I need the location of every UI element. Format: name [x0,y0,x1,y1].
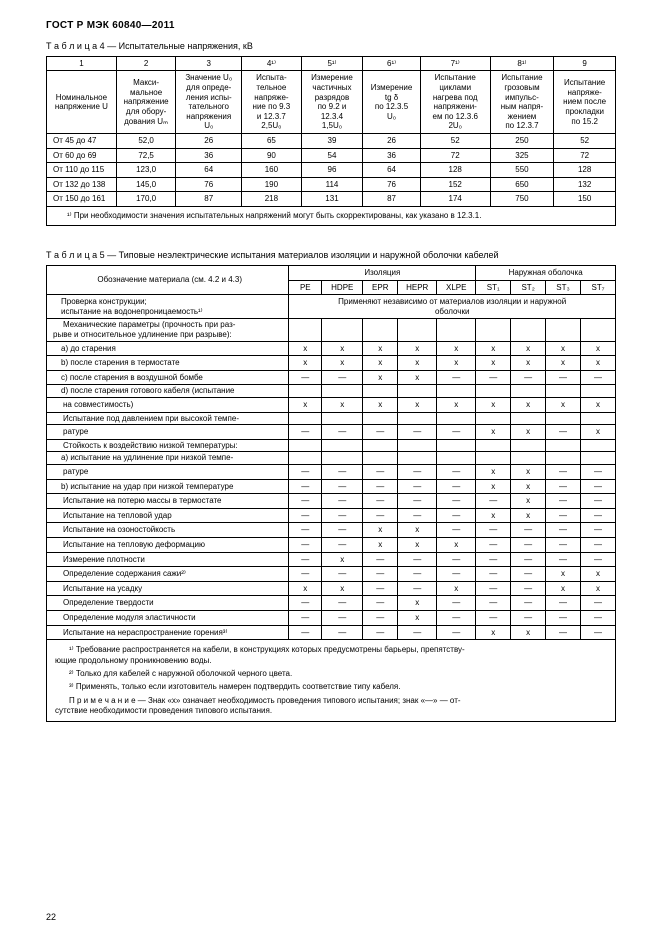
table-row: b) после старения в термостатеxxxxxxxxx [47,356,616,371]
table-row: Испытание под давлением при высокой темп… [47,412,616,425]
t4-row-headers: Номинальное напряжение U Макси- мальное … [47,71,616,134]
table-row: Испытание на тепловой удар—————xx—— [47,508,616,523]
table-row: Стойкость к воздействию низкой температу… [47,439,616,452]
t5-sectA-value: Применяют независимо от материалов изоля… [289,295,616,319]
table-row: ратуре—————xx—— [47,465,616,480]
t5-group-sheath: Наружная оболочка [476,266,616,281]
table-row: c) после старения в воздушной бомбе——xx—… [47,370,616,385]
t5-lefthead: Обозначение материала (см. 4.2 и 4.3) [47,266,289,295]
t5-col: ST₂ [511,280,546,295]
footnote: ³⁾ Применять, только если изготовитель н… [55,682,607,692]
table5-caption: Т а б л и ц а 5 — Типовые неэлектрически… [46,250,616,261]
table-row: Испытание на потерю массы в термостате——… [47,494,616,509]
t5-sectA-label: Проверка конструкции; испытание на водон… [47,295,289,319]
table4: 1 2 3 4¹⁾ 5¹⁾ 6¹⁾ 7¹⁾ 8¹⁾ 9 Номинальное … [46,56,616,227]
table-row: От 150 до 161170,08721813187174750150 [47,192,616,207]
table-row: ратуре—————xx—x [47,425,616,440]
table5: Обозначение материала (см. 4.2 и 4.3) Из… [46,265,616,722]
table-row: Определение модуля эластичности———x————— [47,610,616,625]
table-row: Испытание на нераспространение горения³⁾… [47,625,616,640]
table-row: От 110 до 115123,0641609664128550128 [47,163,616,178]
table-row: От 45 до 4752,0266539265225052 [47,133,616,148]
t5-col: ST₃ [546,280,581,295]
t4-footnote-row: ¹⁾ При необходимости значения испытатель… [47,206,616,225]
table-row: d) после старения готового кабеля (испыт… [47,385,616,398]
table-row: b) испытание на удар при низкой температ… [47,479,616,494]
t5-col: XLPE [437,280,476,295]
table4-caption: Т а б л и ц а 4 — Испытательные напряжен… [46,41,616,52]
t5-col: HEPR [398,280,437,295]
t5-col: ST₁ [476,280,511,295]
table-row: От 132 до 138145,07619011476152650132 [47,177,616,192]
table-row: Определение содержания сажи²⁾———————xx [47,567,616,582]
table-row: От 60 до 6972,5369054367232572 [47,148,616,163]
table-row: a) до старенияxxxxxxxxx [47,341,616,356]
footnote: П р и м е ч а н и е — Знак «x» означает … [55,696,607,717]
table-row: Определение твердости———x————— [47,596,616,611]
table-row: a) испытание на удлинение при низкой тем… [47,452,616,465]
t4-row-nums: 1 2 3 4¹⁾ 5¹⁾ 6¹⁾ 7¹⁾ 8¹⁾ 9 [47,56,616,71]
doc-header: ГОСТ Р МЭК 60840—2011 [46,20,616,31]
table-row: на совместимость)xxxxxxxxx [47,398,616,413]
table-row: Испытание на озоностойкость——xx————— [47,523,616,538]
t5-footnotes: ¹⁾ Требование распространяется на кабели… [47,640,616,722]
footnote: ¹⁾ Требование распространяется на кабели… [55,645,607,666]
t5-col: PE [289,280,322,295]
t5-col: HDPE [322,280,363,295]
page-number: 22 [46,912,56,922]
t5-group-insulation: Изоляция [289,266,476,281]
t5-col: ST₇ [581,280,616,295]
t5-col: EPR [363,280,398,295]
table-row: Механические параметры (прочность при ра… [47,319,616,341]
table-row: Испытание на тепловую деформацию——xxx———… [47,537,616,552]
table-row: Измерение плотности—x——————— [47,552,616,567]
table-row: Испытание на усадкуxx——x——xx [47,581,616,596]
footnote: ²⁾ Только для кабелей с наружной оболочк… [55,669,607,679]
